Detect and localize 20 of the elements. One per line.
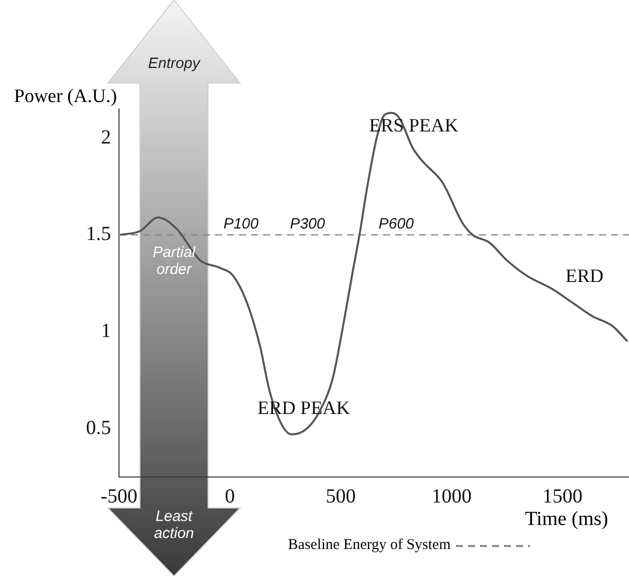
x-tick-label: 0 bbox=[224, 485, 235, 508]
legend-label: Baseline Energy of System bbox=[288, 537, 451, 554]
y-tick-label: 1 bbox=[101, 320, 111, 342]
x-axis-title: Time (ms) bbox=[525, 508, 608, 531]
text: Least action bbox=[152, 508, 196, 542]
annotation: P600 bbox=[378, 216, 414, 233]
x-tick-label: 1500 bbox=[542, 485, 582, 508]
annotation: ERD bbox=[565, 266, 604, 288]
annotation: P100 bbox=[223, 216, 260, 233]
text: Entropy bbox=[147, 55, 202, 72]
x-tick-label: -500 bbox=[100, 485, 138, 508]
annotation: Partial order bbox=[152, 244, 196, 278]
y-tick-label: 0.5 bbox=[86, 416, 111, 439]
x-tick-label: 500 bbox=[326, 485, 356, 508]
line-series bbox=[119, 112, 628, 436]
annotation: P300 bbox=[290, 216, 326, 233]
y-axis-title: Power (A.U.) bbox=[14, 86, 117, 108]
x-tick-label: 1000 bbox=[432, 485, 472, 508]
y-tick-label: 1.5 bbox=[86, 223, 111, 246]
y-tick-label: 2 bbox=[101, 126, 111, 148]
